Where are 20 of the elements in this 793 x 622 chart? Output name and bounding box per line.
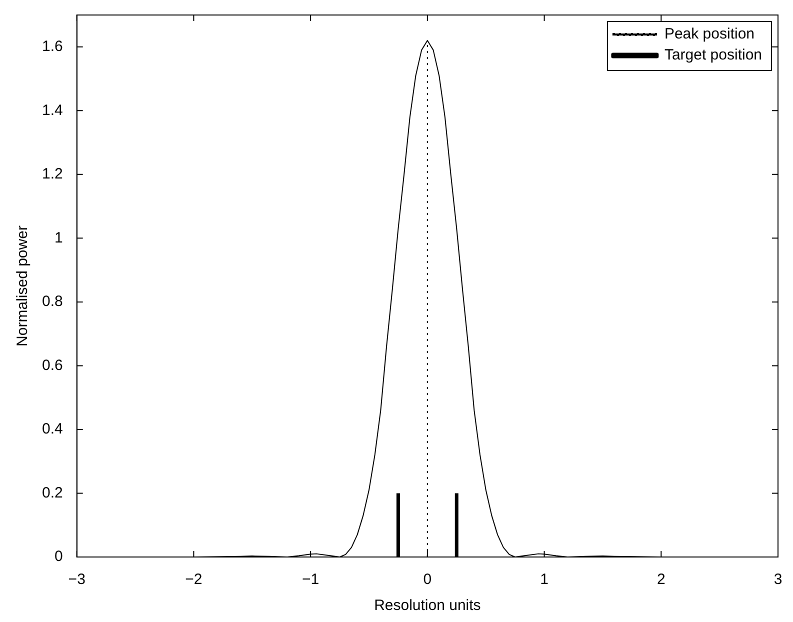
x-tick-label: −3 [68,571,86,588]
legend-label: Target position [664,46,762,64]
y-tick-label: 0 [54,548,63,566]
y-axis-title: Normalised power [14,226,32,346]
legend-label: Peak position [664,26,755,43]
y-tick-label: 1 [54,229,63,246]
x-tick-label: 1 [540,571,548,588]
y-tick-label: 0.8 [42,293,63,310]
x-tick-label: −1 [302,571,320,588]
x-axis-title: Resolution units [374,597,481,614]
y-tick-label: 0.2 [42,484,63,502]
y-tick-label: 0.6 [42,356,63,374]
x-tick-label: 0 [423,571,432,588]
y-tick-label: 1.2 [42,166,63,183]
x-tick-label: −2 [185,571,202,588]
y-tick-label: 1.6 [42,38,63,56]
x-tick-label: 3 [774,571,782,588]
y-tick-label: 0.4 [42,420,63,438]
y-tick-label: 1.4 [42,102,63,119]
x-tick-label: 2 [656,571,666,588]
